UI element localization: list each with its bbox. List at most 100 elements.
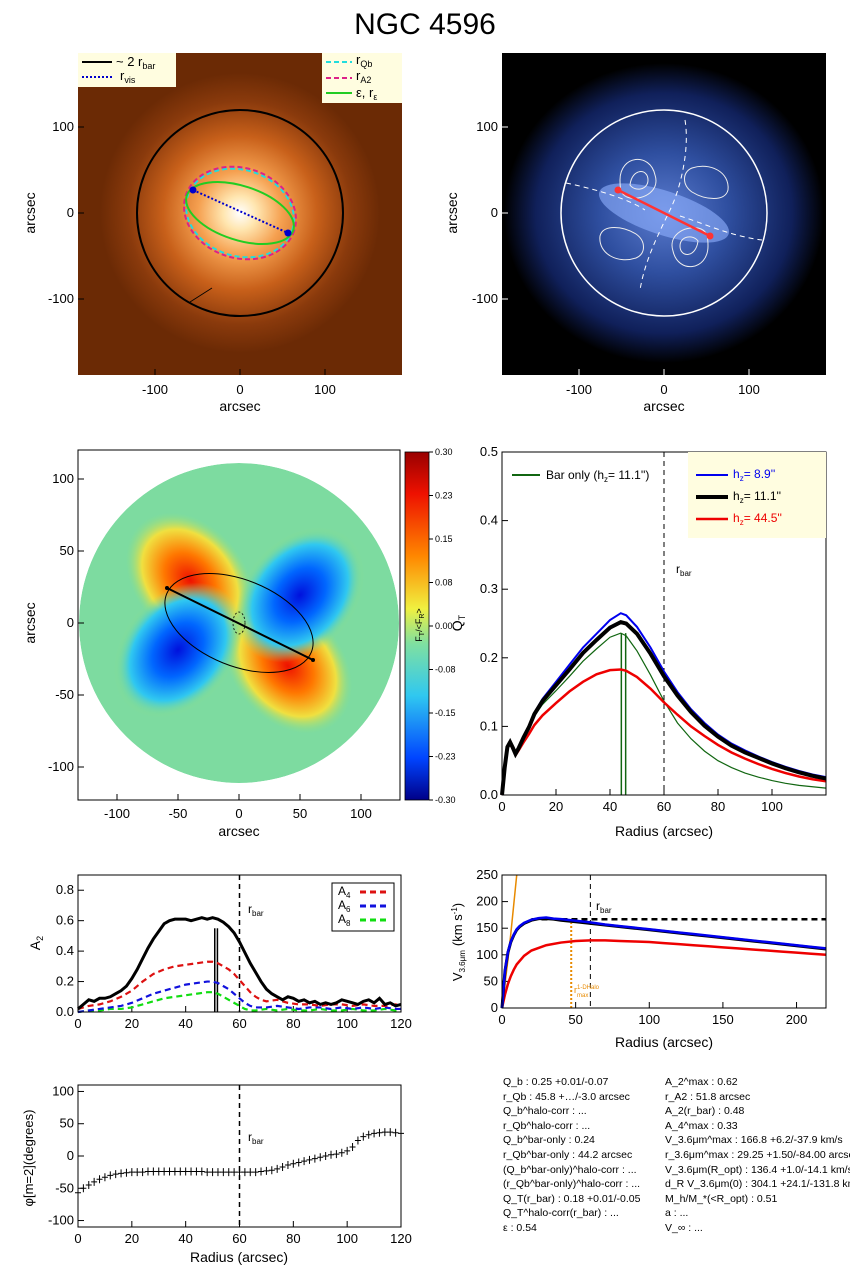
param-row: Q_b^halo-corr : ... [503, 1105, 587, 1118]
colorbar [404, 451, 430, 801]
phase-point [85, 1181, 92, 1190]
rbar-label: rbar [596, 899, 612, 915]
y-tick-label: 100 [52, 119, 74, 134]
qt-profile-panel: 0 20 40 60 80 100 0.0 0.1 0.2 0.3 0.4 0.5 hz= 8.9''… [449, 444, 827, 839]
y-tick-label: 0.0 [480, 787, 498, 802]
phase-point [231, 1168, 238, 1177]
y-axis-label: arcsec [22, 192, 38, 233]
y-axis-label: QT [449, 614, 467, 631]
legend-rqb: rQb [356, 52, 372, 69]
phase-point [381, 1128, 388, 1137]
phase-point [306, 1155, 313, 1164]
phase-point [360, 1132, 367, 1141]
x-tick-label: 100 [336, 1016, 358, 1031]
phase-point [214, 1168, 221, 1177]
x-tick-label: 200 [786, 1012, 808, 1027]
param-row: Q_T^halo-corr(r_bar) : ... [503, 1207, 619, 1220]
two-rbar-circle [136, 109, 344, 317]
phase-point [279, 1162, 286, 1171]
residual-image-panel: -100 0 100 100 0 -100 arcsec arcsec [444, 53, 826, 414]
legend-ra2: rA2 [356, 68, 371, 85]
x-axis-label: arcsec [218, 823, 259, 839]
x-tick-label: -100 [142, 382, 168, 397]
x-tick-label: 0 [660, 382, 667, 397]
rbar-label: rbar [676, 562, 692, 578]
param-row: (r_Qb^bar-only)^halo-corr : ... [503, 1178, 641, 1191]
rvis-line [192, 189, 289, 234]
y-tick-label: 0 [67, 1148, 74, 1163]
vrot-frame [501, 874, 827, 1009]
legend-hz-8.9: hz= 8.9'' [733, 467, 775, 483]
x-tick-label: 20 [549, 799, 563, 814]
x-tick-label: 100 [336, 1231, 358, 1246]
param-row: a : ... [665, 1207, 689, 1220]
phase-point [354, 1136, 361, 1145]
x-tick-label: 0 [236, 382, 243, 397]
phase-plot-area: 0 20 40 60 80 100 120 -100 -50 0 50 100 [48, 1083, 412, 1246]
colorbar-tick-label: 0.23 [435, 491, 453, 501]
phase-frame [77, 1084, 402, 1228]
parameter-column-right: A_2^max : 0.62 r_A2 : 51.8 arcsec A_2(r_… [665, 1075, 850, 1236]
x-tick-label: 0 [74, 1231, 81, 1246]
legend-left-box [78, 53, 176, 87]
vrot-plot-area: 0 50 100 150 200 0 50 100 150 200 250 [476, 867, 827, 1027]
y-tick-label: -100 [472, 291, 498, 306]
param-row: A_4^max : 0.33 [665, 1119, 738, 1132]
x-axis-label: Radius (arcsec) [190, 1249, 288, 1265]
rmax-label: r1-DHalo max [574, 985, 600, 999]
colorbar-tick-label: 0.15 [435, 534, 453, 544]
legend-hz-11.1: hz= 11.1'' [733, 489, 781, 505]
phase-point [295, 1158, 302, 1167]
y-tick-label: 100 [476, 119, 498, 134]
y-tick-label: 0.0 [56, 1004, 74, 1019]
phase-point [96, 1175, 103, 1184]
y-axis-label: φ[m=2](degrees) [21, 1110, 36, 1207]
x-tick-label: 20 [125, 1231, 139, 1246]
rvis-marker [189, 186, 197, 194]
y-tick-label: 50 [484, 973, 498, 988]
x-tick-label: 60 [232, 1231, 246, 1246]
rbar-label: rbar [248, 902, 264, 918]
figure-title: NGC 4596 [354, 8, 496, 41]
qt-series-line [500, 620, 827, 796]
phase-panel: 0 20 40 60 80 100 120 -100 -50 0 50 100 rbar Radius… [21, 1083, 412, 1265]
vrot-series-line [500, 939, 827, 1009]
bar-end-marker [614, 186, 622, 194]
y-tick-label: 50 [60, 1116, 74, 1131]
phase-point [376, 1128, 383, 1137]
phase-point [252, 1168, 259, 1177]
phase-point [193, 1167, 200, 1176]
phase-point [392, 1128, 399, 1137]
x-tick-label: 80 [286, 1231, 300, 1246]
legend-2rbar: ~ 2 rbar [116, 54, 155, 71]
param-row: d_R V_3.6μm(0) : 304.1 +24.1/-131.8 km/s… [665, 1178, 850, 1191]
phase-point [182, 1167, 189, 1176]
a2-series-line [77, 960, 402, 1011]
param-row: (Q_b^bar-only)^halo-corr : ... [503, 1163, 637, 1176]
x-tick-label: 20 [125, 1016, 139, 1031]
y-tick-label: 100 [52, 471, 74, 486]
a2-series-line [77, 980, 401, 1014]
galaxy-light [100, 73, 380, 353]
legend-a6: A6 [338, 898, 351, 914]
y-tick-label: -100 [48, 759, 74, 774]
x-axis-label: arcsec [643, 398, 684, 414]
x-tick-label: 80 [711, 799, 725, 814]
qt-frame [501, 451, 827, 796]
param-row: V_3.6μm^max : 166.8 +6.2/-37.9 km/s [665, 1134, 843, 1147]
param-row: A_2^max : 0.62 [665, 1076, 738, 1088]
spiral-dashed [565, 182, 763, 241]
x-axis-label: arcsec [219, 398, 260, 414]
param-row: M_h/M_*(<R_opt) : 0.51 [665, 1192, 778, 1205]
x-tick-label: -100 [104, 806, 130, 821]
legend-a8: A8 [338, 912, 351, 928]
phase-point [155, 1167, 162, 1176]
x-axis-label: Radius (arcsec) [615, 1034, 713, 1050]
phase-point [107, 1171, 114, 1180]
param-row: Q_T(r_bar) : 0.18 +0.01/-0.05 [503, 1192, 641, 1205]
epsilon-ellipse [185, 181, 295, 245]
x-tick-label: 120 [390, 1231, 412, 1246]
phase-point [144, 1167, 151, 1176]
y-tick-label: 0.2 [56, 974, 74, 989]
phase-point [247, 1168, 254, 1177]
